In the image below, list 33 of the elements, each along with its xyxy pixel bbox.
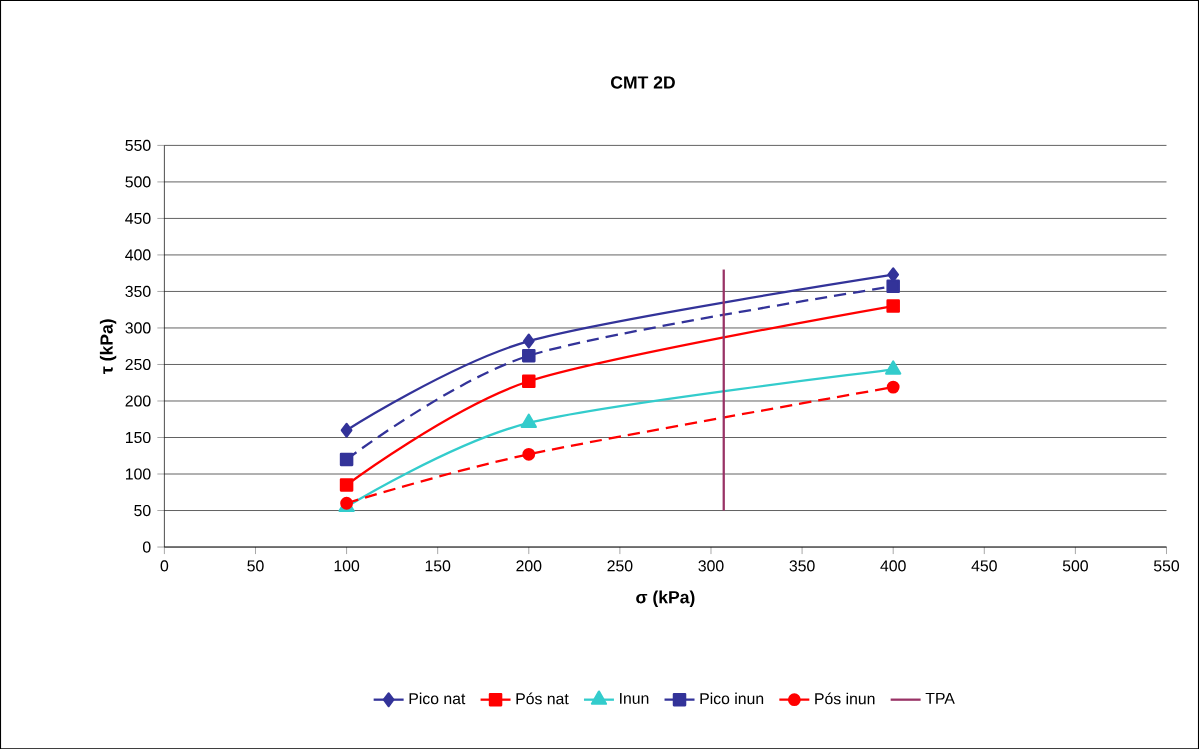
x-tick-label: 400 [880,560,906,572]
x-tick-label: 200 [516,560,542,572]
y-tick-label: 350 [125,285,151,297]
y-tick-label: 250 [125,358,151,370]
legend-label: Inun [620,692,649,704]
y-tick-label: 200 [125,395,151,407]
x-axis-title: σ (kPa) [636,590,695,607]
y-tick-label: 500 [125,176,151,188]
y-tick-label: 0 [142,541,151,553]
x-tick-label: 100 [334,560,360,572]
x-tick-label: 450 [971,560,997,572]
chart-title: CMT 2D [611,76,675,89]
x-tick-label: 150 [425,560,451,572]
legend-label: Pós nat [516,692,569,705]
y-tick-label: 150 [126,431,151,443]
x-tick-label: 250 [607,560,633,572]
x-tick-label: 550 [1153,560,1180,572]
y-tick-label: 550 [125,139,151,151]
y-tick-label: 300 [125,322,151,334]
legend-label: Pós inun [815,692,875,705]
legend-label: Pico inun [700,692,764,705]
x-tick-label: 500 [1062,560,1088,572]
x-tick-label: 350 [789,560,815,572]
legend-label: TPA [925,692,955,704]
y-axis-title: τ (kPa) [99,319,117,374]
y-tick-label: 50 [134,504,151,516]
y-tick-label: 100 [126,468,151,480]
x-tick-label: 50 [247,560,264,572]
legend-label: Pico nat [409,692,466,705]
x-tick-label: 300 [698,560,724,572]
x-tick-label: 0 [160,560,169,572]
y-tick-label: 400 [125,249,151,261]
y-tick-label: 450 [125,212,151,224]
